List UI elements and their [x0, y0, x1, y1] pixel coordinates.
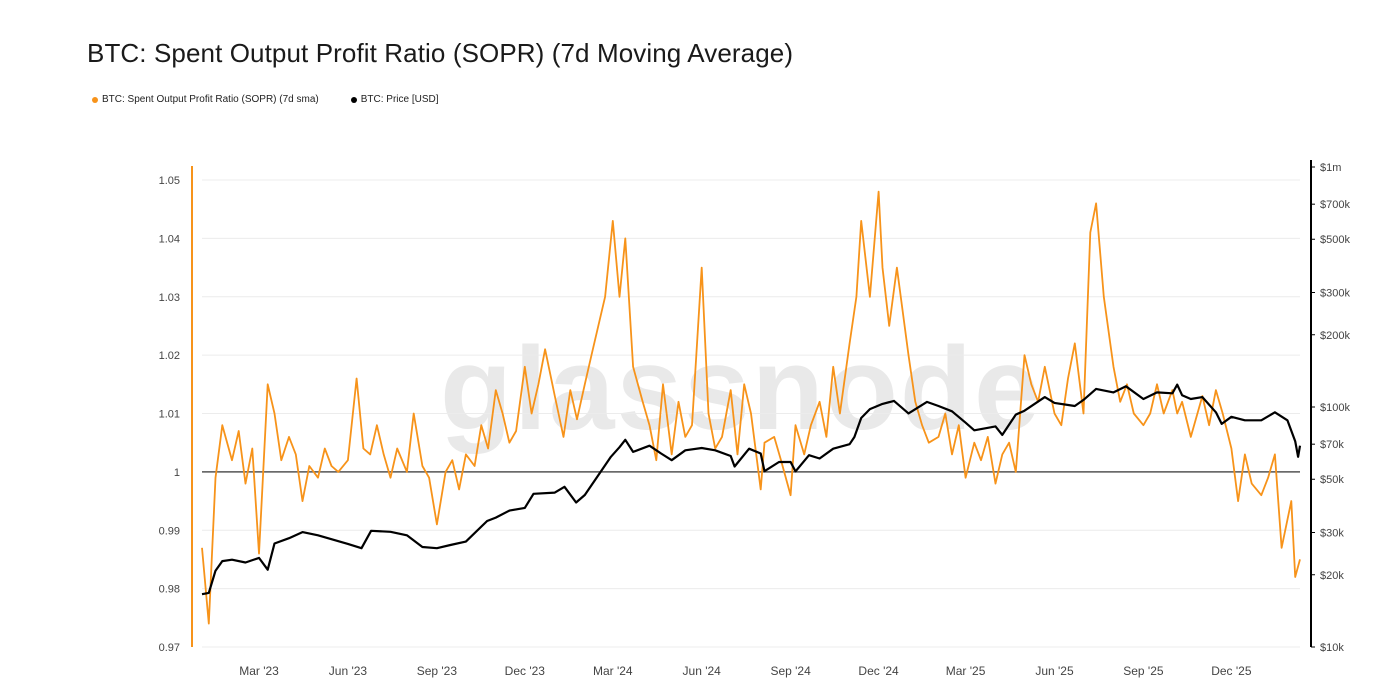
legend-label-sopr: BTC: Spent Output Profit Ratio (SOPR) (7…: [102, 94, 319, 105]
x-tick-label: Sep '25: [1123, 664, 1164, 678]
right-tick-label: $500k: [1320, 234, 1350, 246]
left-tick-label: 0.99: [159, 525, 180, 537]
right-tick-label: $1m: [1320, 162, 1341, 174]
legend: BTC: Spent Output Profit Ratio (SOPR) (7…: [92, 94, 439, 105]
left-tick-label: 0.97: [159, 642, 180, 654]
right-tick-label: $200k: [1320, 330, 1350, 342]
right-tick-label: $70k: [1320, 439, 1344, 451]
right-tick-label: $20k: [1320, 570, 1344, 582]
left-tick-label: 1.04: [159, 233, 180, 245]
x-tick-label: Jun '25: [1035, 664, 1074, 678]
right-tick-label: $10k: [1320, 642, 1344, 654]
x-tick-label: Dec '23: [505, 664, 546, 678]
x-tick-label: Jun '24: [683, 664, 722, 678]
x-tick-label: Sep '23: [417, 664, 458, 678]
price-series-line: [201, 383, 1302, 596]
right-tick-label: $300k: [1320, 287, 1350, 299]
left-tick-label: 1.01: [159, 409, 180, 421]
left-tick-label: 1: [174, 467, 180, 479]
x-tick-label: Dec '24: [858, 664, 899, 678]
right-tick-label: $50k: [1320, 474, 1344, 486]
legend-label-price: BTC: Price [USD]: [360, 94, 439, 105]
legend-item-sopr[interactable]: BTC: Spent Output Profit Ratio (SOPR) (7…: [92, 94, 319, 105]
right-tick-label: $700k: [1320, 199, 1350, 211]
legend-dot-sopr: [92, 96, 98, 103]
right-tick-label: $100k: [1320, 402, 1350, 414]
x-tick-label: Dec '25: [1211, 664, 1252, 678]
x-tick-label: Mar '24: [593, 664, 633, 678]
x-tick-label: Mar '25: [946, 664, 986, 678]
x-tick-label: Jun '23: [329, 664, 368, 678]
x-tick-label: Mar '23: [239, 664, 279, 678]
legend-item-price[interactable]: BTC: Price [USD]: [350, 94, 439, 105]
chart-title: BTC: Spent Output Profit Ratio (SOPR) (7…: [87, 38, 794, 68]
left-tick-label: 1.02: [159, 350, 180, 362]
legend-dot-price: [350, 96, 357, 103]
x-tick-label: Sep '24: [770, 664, 811, 678]
right-tick-label: $30k: [1320, 527, 1344, 539]
left-tick-label: 0.98: [159, 584, 180, 596]
left-tick-label: 1.05: [159, 175, 180, 187]
left-tick-label: 1.03: [159, 292, 180, 304]
sopr-series-line: [201, 190, 1301, 625]
